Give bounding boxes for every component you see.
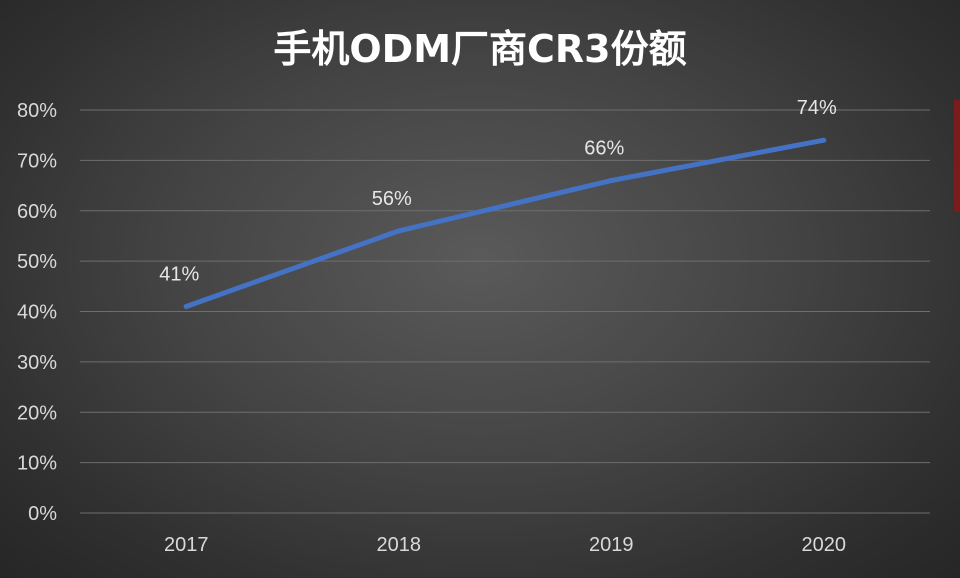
data-label: 66% — [584, 138, 624, 160]
y-tick-label: 20% — [17, 402, 57, 424]
data-point — [183, 303, 189, 309]
y-axis-ticks: 0% 10% 20% 30% 40% 50% 60% 70% 80% — [17, 100, 57, 525]
x-tick-label: 2017 — [164, 534, 209, 556]
data-point — [608, 178, 614, 184]
series-line — [183, 137, 827, 309]
y-tick-label: 30% — [17, 352, 57, 374]
chart-title: 手机ODM厂商CR3份额 — [273, 27, 686, 71]
y-tick-label: 40% — [17, 302, 57, 324]
y-tick-label: 70% — [17, 150, 57, 172]
x-tick-label: 2019 — [589, 534, 634, 556]
data-label: 41% — [159, 263, 199, 285]
y-tick-label: 0% — [28, 503, 57, 525]
x-tick-label: 2018 — [377, 534, 422, 556]
x-tick-label: 2020 — [802, 534, 847, 556]
edge-decoration — [954, 100, 960, 212]
data-label: 74% — [797, 97, 837, 119]
y-tick-label: 80% — [17, 100, 57, 122]
data-labels: 41% 56% 66% 74% — [159, 97, 837, 285]
y-tick-label: 60% — [17, 201, 57, 223]
data-label: 56% — [372, 188, 412, 210]
y-tick-label: 10% — [17, 453, 57, 475]
data-point — [396, 228, 402, 234]
data-point — [821, 137, 827, 143]
gridlines — [80, 109, 930, 514]
x-axis-ticks: 2017 2018 2019 2020 — [164, 534, 846, 556]
series-group — [183, 137, 827, 309]
y-tick-label: 50% — [17, 251, 57, 273]
